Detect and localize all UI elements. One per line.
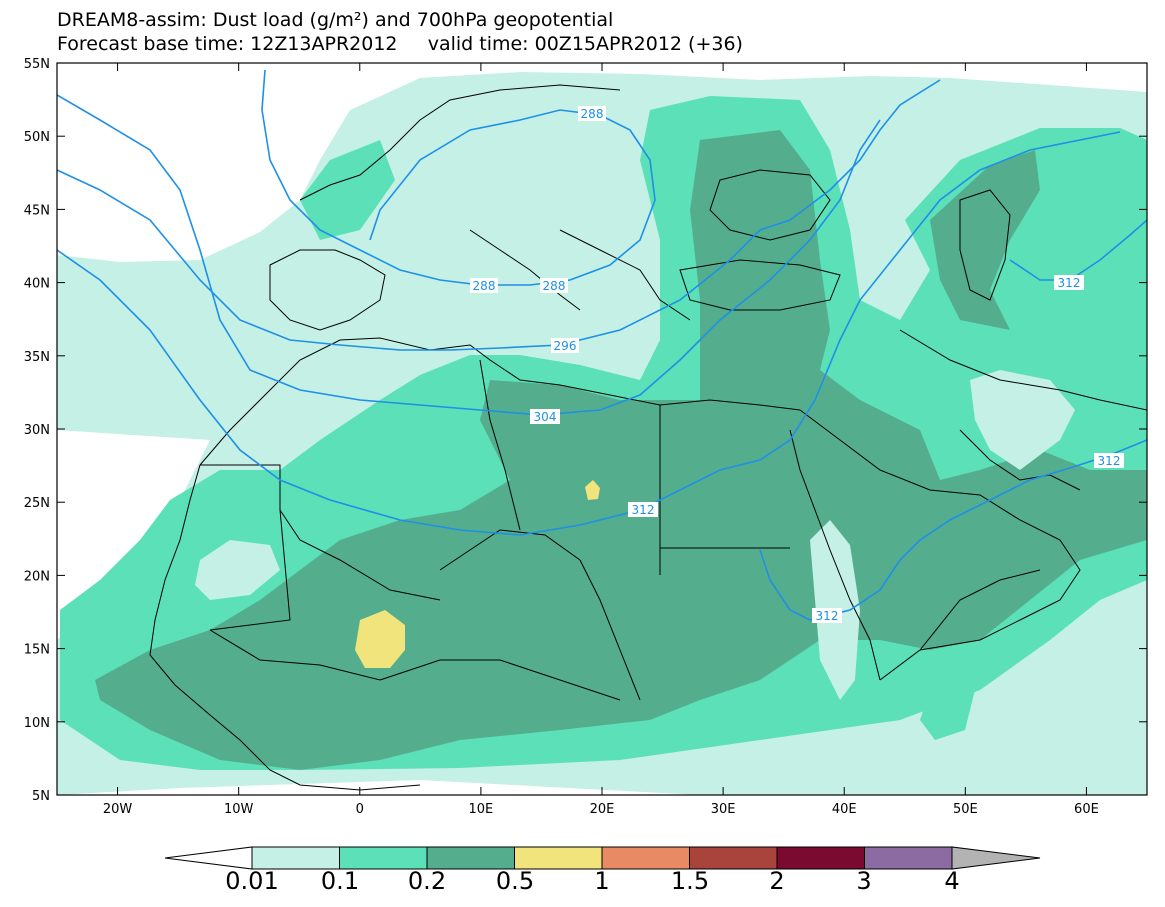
contour-label: 288 [581, 107, 604, 121]
longitude-axis: 20W 10W 0 10E 20E 30E 40E 50E 60E [103, 802, 1099, 817]
latitude-tick-label: 20N [24, 569, 50, 584]
latitude-tick-label: 5N [32, 789, 50, 804]
border-mauritania [200, 464, 291, 631]
colorbar-cell [251, 846, 340, 870]
coastline-arabia [799, 409, 1081, 681]
border-algeria-libya [479, 359, 521, 531]
longitude-tick-label: 60E [1074, 802, 1099, 817]
border-mali-niger [279, 509, 441, 601]
contour-line [759, 439, 1147, 621]
dust-level-0.5 [355, 610, 405, 668]
longitude-tick-label: 10W [224, 802, 254, 817]
latitude-axis: 55N 50N 45N 40N 35N 30N 25N 20N 15N 10N 5N [24, 57, 50, 804]
longitude-tick-label: 30E [711, 802, 736, 817]
longitude-tick-label: 0 [356, 802, 364, 817]
contour-labels: 288 288 288 296 304 312 312 312 312 [470, 106, 1124, 623]
colorbar-label: 0.01 [225, 867, 279, 895]
dust-clear-patch [195, 540, 280, 600]
contour-label: 312 [632, 503, 655, 517]
dust-level-0.01 [57, 290, 210, 420]
colorbar-cell [339, 846, 428, 870]
contour-label: 288 [473, 279, 496, 293]
coastline-balkans [559, 229, 691, 321]
colorbar [164, 846, 1041, 870]
dust-clear-patch [970, 370, 1075, 470]
coastline-europe [299, 84, 621, 201]
coastline-italy [469, 229, 581, 311]
contour-label: 312 [816, 609, 839, 623]
colorbar-label: 1.5 [670, 867, 710, 895]
latitude-tick-label: 40N [24, 277, 50, 292]
contour-label: 312 [1058, 276, 1081, 290]
dust-shading [57, 63, 1147, 795]
colorbar-label: 1 [594, 867, 610, 895]
colorbar-label: 0.5 [495, 867, 535, 895]
coastline-north-africa [199, 337, 801, 466]
colorbar-low-arrow [164, 846, 253, 870]
contour-line [1009, 219, 1147, 281]
map-title: DREAM8-assim: Dust load (g/m²) and 700hP… [57, 9, 614, 31]
latitude-tick-label: 10N [24, 716, 50, 731]
colorbar-cell [426, 846, 515, 870]
latitude-tick-label: 55N [24, 57, 50, 72]
latitude-tick-label: 45N [24, 203, 50, 218]
colorbar-cell [776, 846, 865, 870]
colorbar-cell [514, 846, 603, 870]
colorbar-label: 4 [944, 867, 960, 895]
coastlines-and-borders [149, 84, 1147, 791]
dust-level-0.5 [585, 480, 600, 500]
contour-line [261, 69, 656, 286]
latitude-tick-label: 30N [24, 423, 50, 438]
contour-label: 288 [543, 279, 566, 293]
colorbar-label: 0.2 [407, 867, 447, 895]
longitude-tick-label: 10E [469, 802, 494, 817]
longitude-tick-label: 20E [590, 802, 615, 817]
coastline-persian-gulf [959, 429, 1081, 491]
contour-line [57, 131, 1121, 536]
contour-label: 312 [1098, 454, 1121, 468]
colorbar-label: 0.1 [320, 867, 360, 895]
border-saudi-yemen [919, 569, 1041, 651]
coastline-red-sea [789, 429, 881, 681]
border-iran [899, 329, 1147, 411]
latitude-tick-label: 25N [24, 496, 50, 511]
coastline-black-sea [709, 169, 831, 241]
colorbar-cell [864, 846, 953, 870]
coastline-caspian [959, 189, 1011, 301]
coastline-turkey [679, 259, 841, 311]
colorbar-high-arrow [951, 846, 1041, 870]
latitude-tick-label: 15N [24, 643, 50, 658]
contour-line [57, 94, 881, 416]
contour-label: 296 [554, 339, 577, 353]
dust-clear-patch [920, 675, 975, 740]
colorbar-cell [689, 846, 778, 870]
dust-level-0.2 [95, 130, 1147, 770]
axis-ticks [57, 62, 1147, 796]
border-niger-chad [439, 529, 581, 571]
coastline-iberia [269, 249, 386, 331]
geopotential-contours [57, 69, 1147, 621]
latitude-tick-label: 50N [24, 130, 50, 145]
contour-label: 304 [534, 410, 557, 424]
border-sahel [209, 629, 621, 701]
dust-level-0.2 [930, 150, 1040, 330]
border-chad-sudan [579, 559, 641, 701]
forecast-times: Forecast base time: 12Z13APR2012 valid t… [57, 33, 743, 55]
colorbar-label: 3 [856, 867, 872, 895]
dust-clear-patch [350, 430, 395, 465]
longitude-tick-label: 20W [103, 802, 133, 817]
longitude-tick-label: 40E [832, 802, 857, 817]
coastline-west-africa [149, 464, 421, 791]
longitude-tick-label: 50E [953, 802, 978, 817]
colorbar-cell [601, 846, 690, 870]
colorbar-label: 2 [769, 867, 785, 895]
latitude-tick-label: 35N [24, 350, 50, 365]
